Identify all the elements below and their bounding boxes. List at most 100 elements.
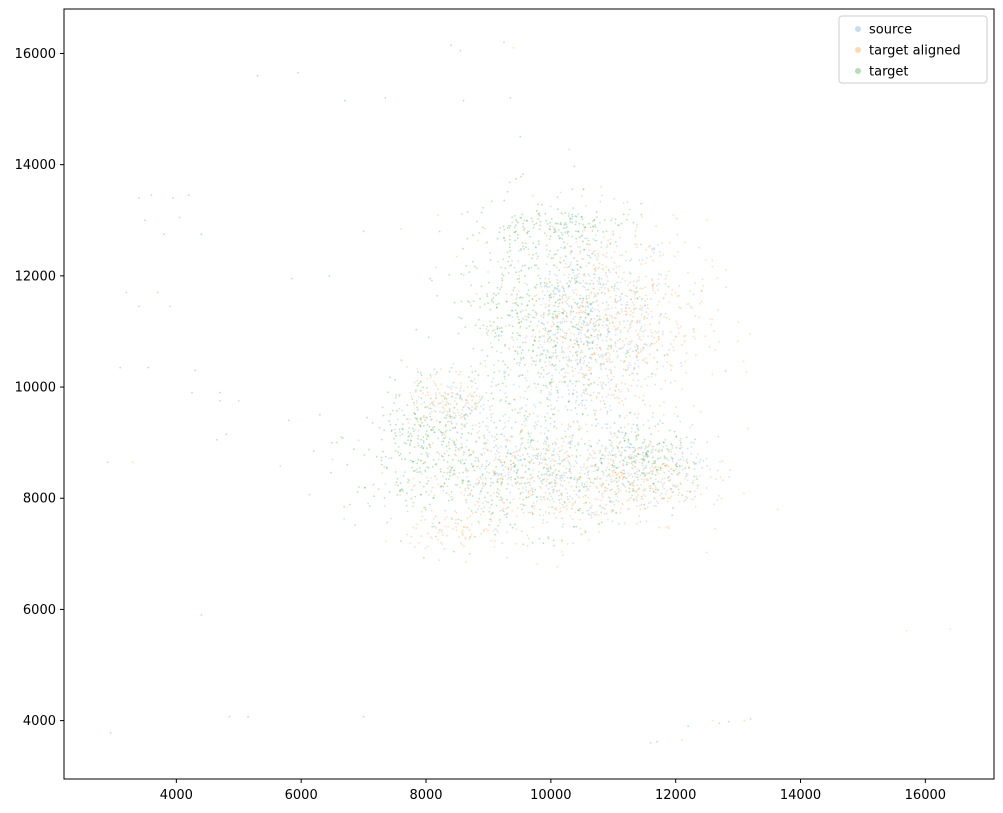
data-point [640,503,643,506]
data-point [679,465,681,468]
data-point [905,629,908,632]
data-point [469,413,472,415]
data-point [595,514,598,516]
data-point [308,493,311,496]
data-point [618,431,621,433]
data-point [597,354,600,356]
data-point [546,398,548,400]
data-point [617,276,620,278]
data-point [575,220,577,223]
data-point [432,517,435,520]
data-point [396,478,399,480]
data-point [480,285,483,288]
data-point [658,321,660,323]
data-point [630,481,633,484]
data-point [519,216,522,219]
data-point [654,478,657,481]
data-point [549,422,552,425]
data-point [401,488,403,490]
data-point [527,316,529,318]
data-point [595,361,598,363]
data-point [589,507,592,509]
data-point [500,496,502,499]
data-point [612,472,614,474]
data-point [460,462,462,464]
data-point [455,255,458,258]
data-point [559,262,562,264]
data-point [468,449,470,452]
data-point [473,378,476,381]
data-point [451,385,454,388]
data-point [600,368,602,371]
data-point [514,450,517,453]
data-point [714,527,716,530]
data-point [620,293,623,295]
data-point [646,472,649,475]
data-point [499,477,501,480]
data-point [631,464,634,467]
data-point [578,496,581,499]
data-point [654,485,656,487]
data-point [573,342,576,345]
data-point [578,472,581,474]
data-point [446,485,449,488]
data-point [667,270,670,273]
data-point [564,506,567,509]
data-point [514,542,517,545]
data-point [587,496,590,499]
data-point [504,343,506,346]
data-point [312,450,315,452]
data-point [493,459,496,461]
data-point [600,241,603,243]
data-point [580,309,582,312]
data-point [493,421,496,424]
data-point [563,331,566,334]
data-point [605,246,608,249]
data-point [491,405,493,407]
data-point [570,307,573,309]
data-point [615,383,618,386]
data-point [401,433,404,435]
data-point [556,354,559,357]
data-point [461,529,464,532]
data-point [538,212,541,215]
data-point [618,475,621,478]
data-point [584,531,586,534]
data-point [451,395,454,398]
data-point [668,475,671,478]
data-point [571,366,574,369]
data-point [599,400,602,403]
data-point [415,417,418,420]
data-point [562,465,565,467]
data-point [651,316,653,318]
data-point [625,490,627,493]
data-point [583,273,586,276]
data-point [546,255,549,258]
data-point [436,371,438,373]
data-point [506,190,509,193]
data-point [448,273,451,276]
data-point [495,433,498,436]
data-point [647,313,650,315]
data-point [691,307,693,309]
data-point [636,488,639,491]
data-point [576,350,579,353]
data-point [516,351,518,353]
data-point [500,317,503,319]
data-point [502,507,505,510]
data-point [949,628,952,630]
data-point [651,445,654,448]
data-point [537,452,540,455]
data-point [626,303,629,306]
data-point [598,262,601,265]
data-point [611,217,614,220]
data-point [477,456,479,459]
data-point [528,385,530,388]
data-point [677,484,679,487]
data-point [678,447,681,450]
data-point [535,312,538,315]
data-point [417,434,419,437]
data-point [607,377,610,380]
data-point [578,509,581,512]
data-point [508,471,510,474]
